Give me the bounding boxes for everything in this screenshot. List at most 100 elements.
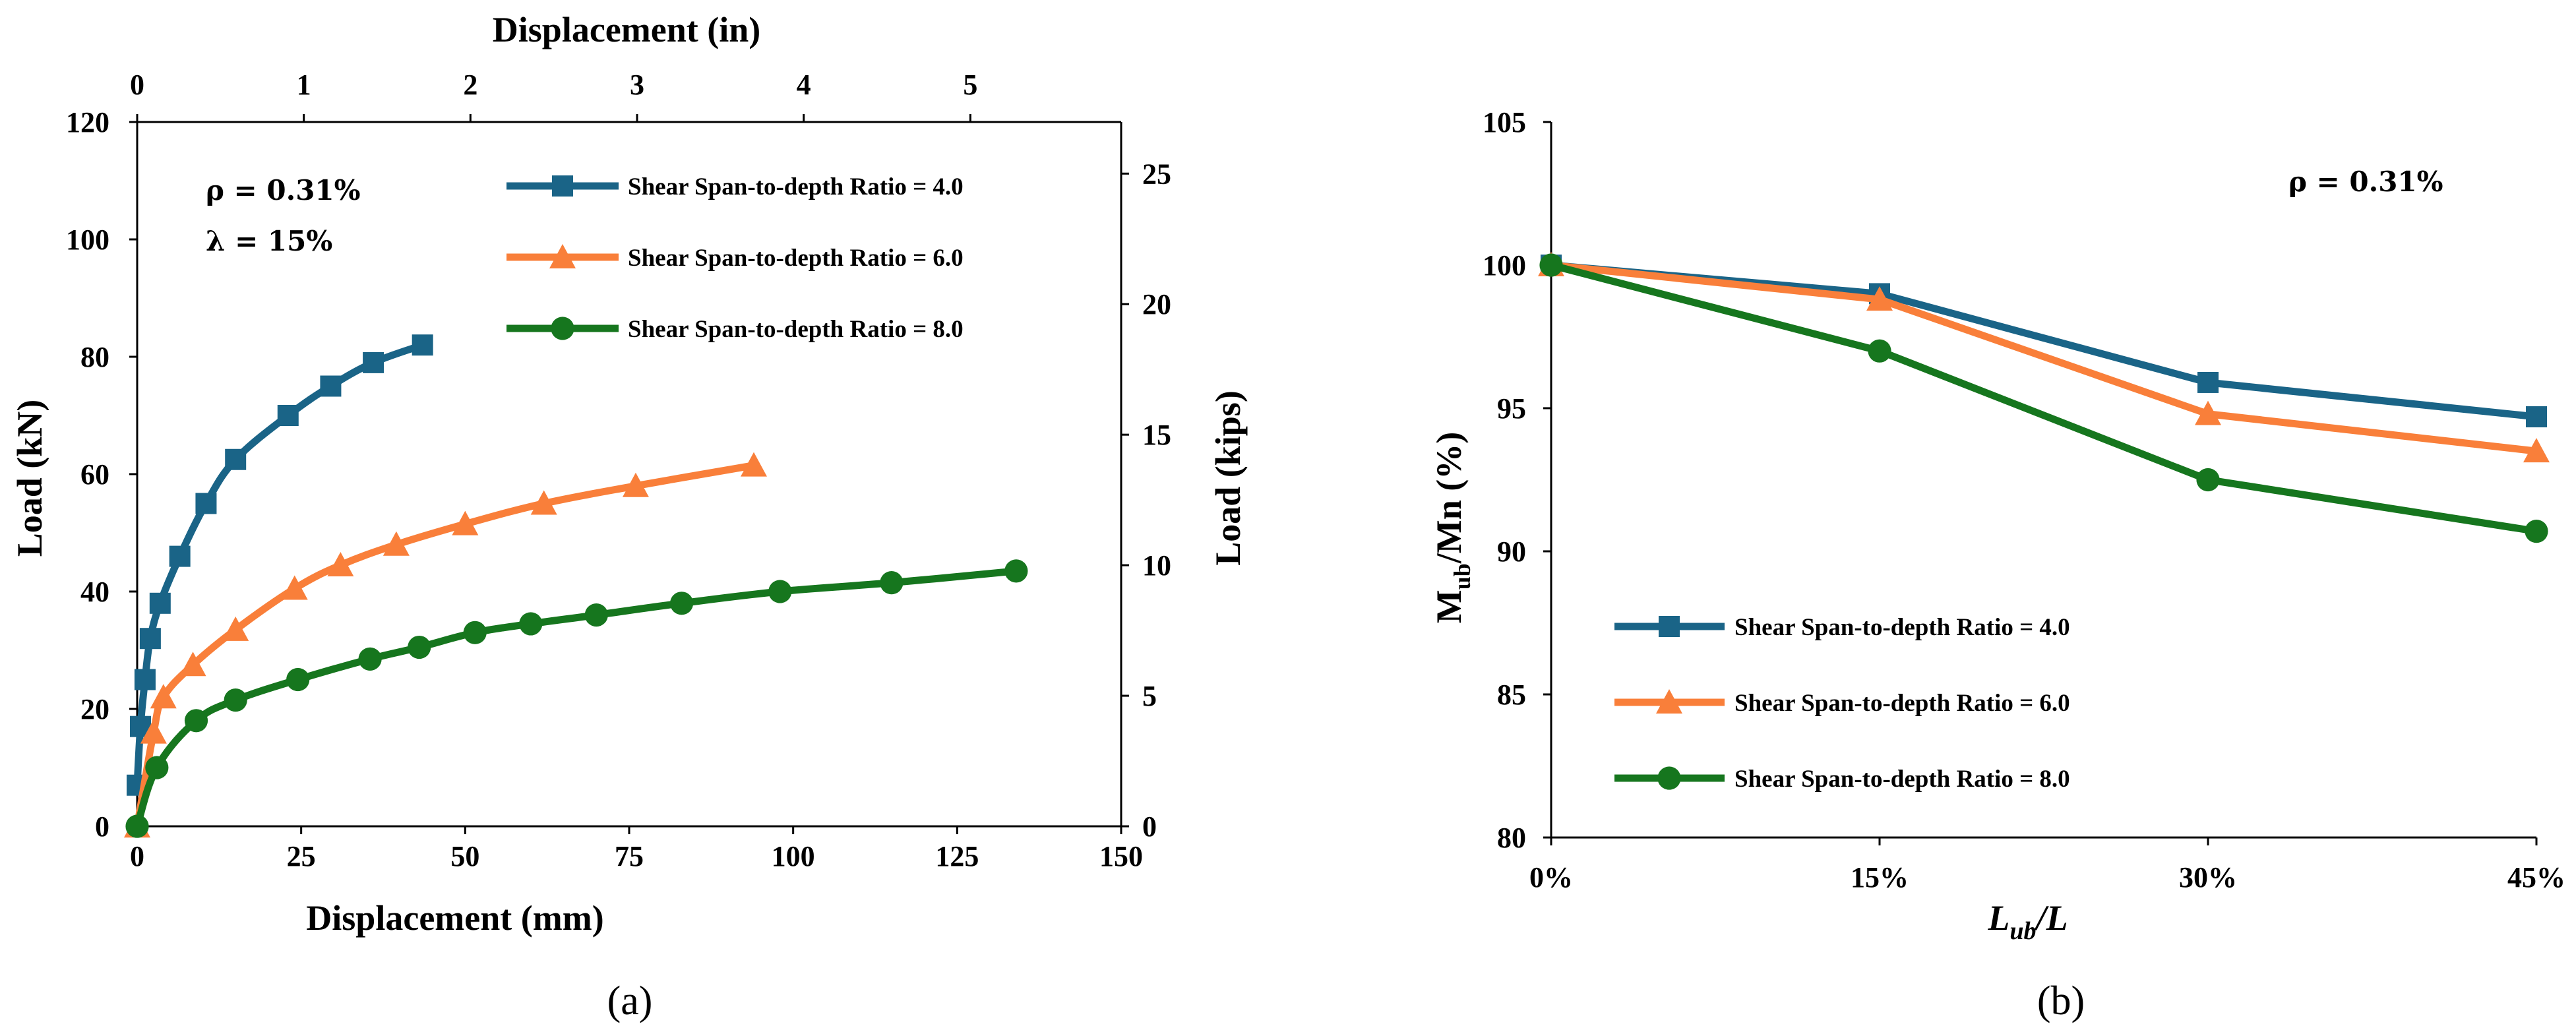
top-x-tick-label: 5 [963, 69, 977, 101]
series-3-point [519, 612, 543, 636]
y-tick-label: 80 [80, 341, 109, 373]
legend-b-marker-1 [1659, 616, 1680, 637]
series-1-line [1550, 261, 2537, 421]
y-tick-label: 0 [95, 810, 109, 843]
y-tick-label: 80 [1497, 822, 1526, 854]
series-3-point [145, 756, 169, 779]
x-tick-label: 150 [1099, 840, 1143, 872]
top-x-tick-label: 0 [130, 69, 144, 101]
series-3-line [1550, 261, 2537, 535]
series-3-point [1004, 559, 1028, 583]
series-2-point [452, 510, 479, 535]
legend-b-label-2: Shear Span-to-depth Ratio = 6.0 [1734, 690, 2070, 717]
series-1-point [320, 375, 342, 397]
series-2-point [530, 490, 557, 515]
y-tick-label: 20 [80, 693, 109, 725]
legend-b-marker-2 [1656, 689, 1682, 714]
series-3-point [1539, 253, 1563, 277]
series-2-point [327, 551, 354, 576]
x-tick-label: 0% [1529, 861, 1573, 894]
top-x-tick-label: 4 [797, 69, 811, 101]
legend-b-label-3: Shear Span-to-depth Ratio = 8.0 [1734, 766, 2070, 793]
series-3-point [463, 621, 487, 644]
series-3-point [358, 647, 382, 671]
chart-a-rho-annotation: ρ = 0.31% [206, 174, 361, 206]
chart-a-series [124, 334, 1028, 838]
legend-b-label-1: Shear Span-to-depth Ratio = 4.0 [1734, 614, 2070, 641]
series-2-point [281, 575, 308, 600]
x-tick-label: 50 [450, 840, 479, 872]
series-3-point [1868, 339, 1891, 363]
series-1-point [149, 592, 171, 614]
series-3-point [286, 667, 310, 692]
right-y-tick-label: 15 [1142, 419, 1171, 451]
y-tick-label: 100 [66, 224, 109, 256]
series-1-point [139, 628, 161, 650]
legend-a-marker-1 [552, 175, 573, 197]
series-2-point [140, 719, 167, 744]
series-2-point [740, 452, 767, 477]
series-2-point [383, 531, 410, 556]
series-3-point [224, 688, 247, 712]
y-tick-label: 100 [1483, 249, 1526, 282]
series-1-point [169, 545, 191, 567]
y-tick-label: 95 [1497, 392, 1526, 425]
series-1-point [363, 351, 384, 373]
series-2-point [2195, 400, 2221, 425]
series-3-point [2196, 468, 2220, 492]
series-2-point [1866, 286, 1893, 311]
series-1-point [277, 405, 299, 426]
chart-b-series [1538, 252, 2550, 543]
chart-a-x-axis-title: Displacement (mm) [306, 898, 603, 938]
series-3-point [408, 635, 431, 659]
series-3-point [2525, 520, 2548, 543]
chart-b: 0% 15% 30% 45% 80 85 90 95 100 105 Shear Span-to-… [1429, 106, 2565, 1023]
legend-a-label-2: Shear Span-to-depth Ratio = 6.0 [628, 245, 964, 272]
chart-a-legend: Shear Span-to-depth Ratio = 4.0 Shear Spa… [506, 173, 964, 343]
series-2-point [2523, 438, 2550, 463]
chart-b-legend: Shear Span-to-depth Ratio = 4.0 Shear Spa… [1614, 614, 2070, 793]
right-y-tick-label: 0 [1142, 810, 1157, 843]
chart-a-top-axis-title: Displacement (in) [493, 10, 760, 49]
top-x-tick-label: 2 [463, 69, 477, 101]
right-y-tick-label: 10 [1142, 549, 1171, 582]
y-tick-label: 120 [66, 106, 109, 138]
y-tick-label: 105 [1483, 106, 1526, 138]
x-tick-label: 75 [615, 840, 644, 872]
legend-a-label-1: Shear Span-to-depth Ratio = 4.0 [628, 173, 964, 200]
y-tick-label: 60 [80, 458, 109, 491]
x-tick-label: 30% [2179, 861, 2237, 894]
series-3-point [768, 580, 792, 603]
series-2-point [622, 472, 649, 497]
series-3-point [584, 603, 608, 627]
x-tick-label: 100 [772, 840, 815, 872]
series-1-point [134, 669, 156, 690]
series-2-line [1550, 261, 2537, 455]
top-x-tick-label: 3 [630, 69, 644, 101]
chart-b-y-axis-title: Mub/Mn (%) [1429, 432, 1475, 623]
series-2-line [133, 462, 754, 827]
right-y-tick-label: 5 [1142, 680, 1157, 712]
chart-a-panel-label: (a) [607, 979, 653, 1023]
series-3-point [880, 571, 904, 595]
series-1-point [412, 334, 433, 356]
series-1-point [225, 448, 247, 470]
x-tick-label: 25 [287, 840, 316, 872]
x-tick-label: 0 [130, 840, 144, 872]
chart-a-y-axis-title: Load (kN) [10, 400, 49, 557]
y-tick-label: 85 [1497, 679, 1526, 711]
series-1-point [195, 493, 217, 514]
chart-b-ticks: 0% 15% 30% 45% 80 85 90 95 100 105 [1483, 106, 2565, 894]
legend-a-label-3: Shear Span-to-depth Ratio = 8.0 [628, 316, 964, 343]
y-tick-label: 40 [80, 576, 109, 608]
top-x-tick-label: 1 [297, 69, 311, 101]
chart-b-x-axis-title: Lub/L [1987, 898, 2068, 945]
right-y-tick-label: 25 [1142, 158, 1171, 190]
legend-a-marker-2 [549, 244, 576, 268]
series-2-point [179, 652, 206, 677]
series-1-point [2197, 371, 2219, 393]
series-3-point [184, 709, 208, 733]
right-y-tick-label: 20 [1142, 288, 1171, 320]
